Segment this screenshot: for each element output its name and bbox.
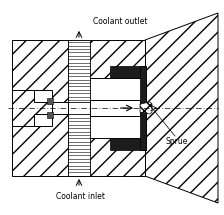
Bar [110, 66, 146, 78]
Polygon shape [12, 90, 52, 126]
Polygon shape [12, 40, 68, 102]
Polygon shape [140, 102, 152, 114]
Text: Coolant outlet: Coolant outlet [93, 17, 147, 26]
Bar [68, 78, 146, 138]
Bar [47, 98, 53, 104]
Polygon shape [12, 114, 68, 176]
Polygon shape [68, 114, 145, 176]
Bar [140, 66, 146, 150]
Bar [68, 114, 90, 176]
Text: Coolant inlet: Coolant inlet [56, 192, 105, 201]
Bar [90, 100, 140, 116]
Polygon shape [145, 13, 218, 203]
Text: Sprue: Sprue [165, 138, 187, 146]
Bar [110, 138, 146, 150]
Bar [68, 40, 90, 102]
Polygon shape [68, 40, 145, 102]
Bar [47, 112, 53, 118]
